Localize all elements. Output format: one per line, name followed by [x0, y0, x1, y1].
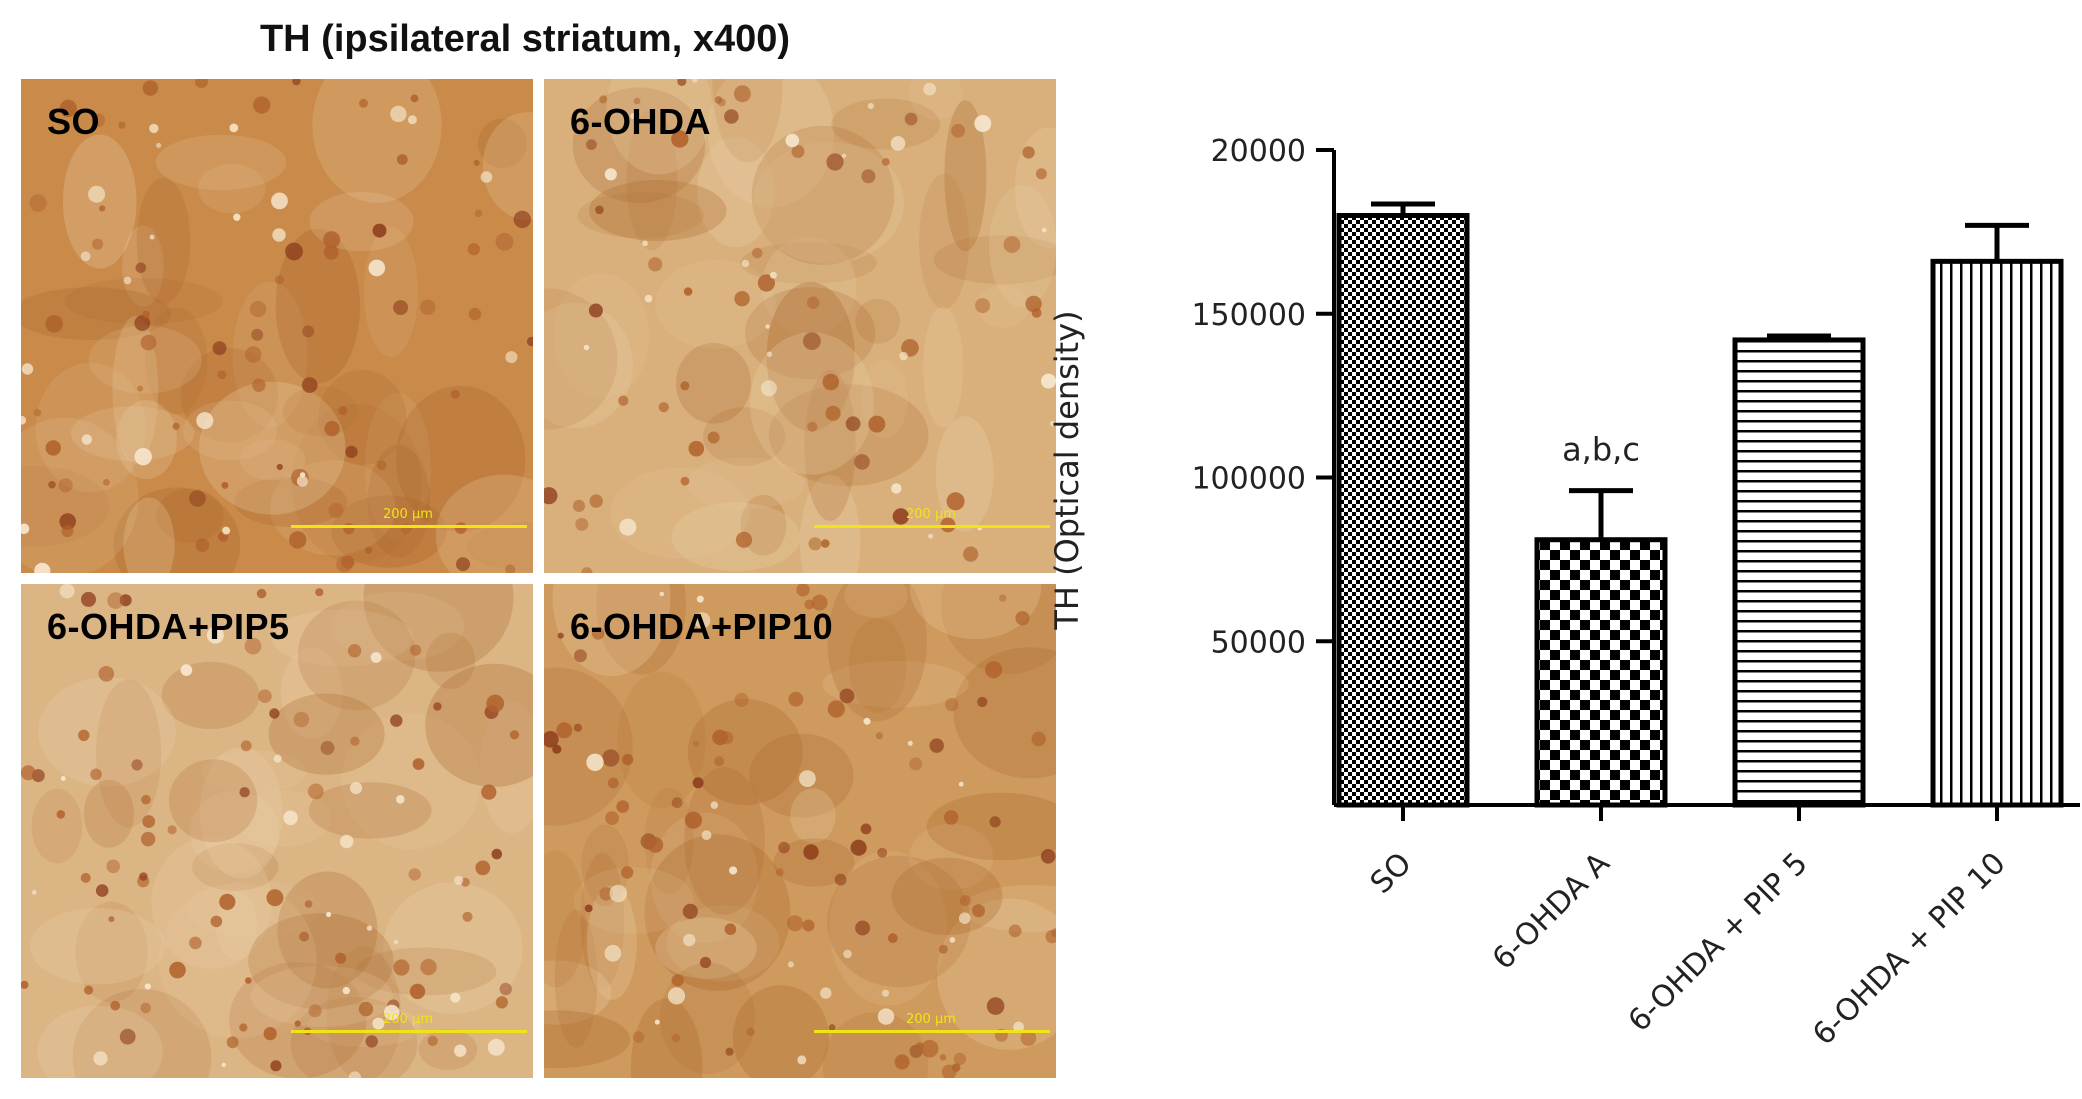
micrograph-panel-6ohda: 6-OHDA 200 µm [544, 79, 1056, 573]
scale-bar [291, 1030, 527, 1033]
micrograph-panel-6ohda-pip10: 6-OHDA+PIP10 200 µm [544, 584, 1056, 1078]
x-tick-label: 6-OHDA + PIP 5 [1622, 846, 1815, 1039]
significance-annotation: a,b,c [1562, 431, 1640, 469]
micrograph-panel-6ohda-pip5: 6-OHDA+PIP5 200 µm [21, 584, 533, 1078]
scale-bar-label: 200 µm [383, 507, 433, 522]
bar [1336, 213, 1470, 808]
x-tick-label: 6-OHDA + PIP 10 [1806, 846, 2012, 1052]
scale-bar-label: 200 µm [383, 1012, 433, 1027]
micrograph-image [21, 584, 533, 1078]
scale-bar-label: 200 µm [906, 507, 956, 522]
bar [1534, 537, 1668, 808]
x-tick-label: 6-OHDA A [1486, 846, 1617, 977]
y-tick-label: 20000 [1211, 134, 1306, 169]
micrograph-image [544, 79, 1056, 573]
figure-title: TH (ipsilateral striatum, x400) [259, 18, 791, 60]
scale-bar [814, 1030, 1050, 1033]
x-tick-label: SO [1364, 846, 1419, 901]
micrograph-panel-so: SO 200 µm [21, 79, 533, 573]
y-axis-title: TH (Optical density) [1048, 310, 1086, 630]
scale-bar-label: 200 µm [906, 1012, 956, 1027]
bar [1732, 337, 1866, 808]
y-tick-label: 100000 [1191, 462, 1306, 497]
y-tick-label: 50000 [1211, 625, 1306, 660]
bar [1930, 258, 2064, 808]
y-tick-label: 150000 [1191, 298, 1306, 333]
panel-label: 6-OHDA+PIP5 [47, 606, 290, 647]
micrograph-image [544, 584, 1056, 1078]
panel-label: 6-OHDA+PIP10 [570, 606, 834, 647]
panel-label: 6-OHDA [570, 101, 712, 142]
scale-bar [814, 525, 1050, 528]
micrograph-image [21, 79, 533, 573]
scale-bar [291, 525, 527, 528]
panel-label: SO [47, 101, 101, 142]
